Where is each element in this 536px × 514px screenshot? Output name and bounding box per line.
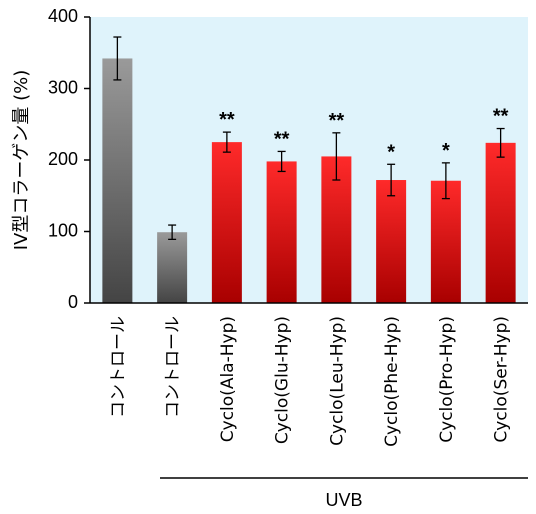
significance-2: ** xyxy=(219,109,235,131)
plot-area xyxy=(90,17,528,303)
bar-1 xyxy=(157,232,188,303)
category-label-4: Cyclo(Leu-Hyp) xyxy=(327,316,347,446)
significance-4: ** xyxy=(329,110,345,132)
bar-3 xyxy=(266,161,297,303)
y-tick-label-4: 400 xyxy=(48,6,78,26)
significance-3: ** xyxy=(274,128,290,150)
bar-2 xyxy=(211,142,242,303)
category-label-3: Cyclo(Glu-Hyp) xyxy=(273,316,293,444)
bar-7 xyxy=(485,142,516,303)
category-label-0: コントロール xyxy=(108,316,128,418)
category-label-1: コントロール xyxy=(163,316,183,418)
bar-6 xyxy=(430,180,461,303)
bar-0 xyxy=(102,58,133,303)
category-label-2: Cyclo(Ala-Hyp) xyxy=(218,316,238,442)
significance-6: * xyxy=(442,140,450,162)
category-label-5: Cyclo(Phe-Hyp) xyxy=(382,316,402,447)
bar-5 xyxy=(376,180,407,303)
y-axis-label: IV型コラーゲン量 (%) xyxy=(11,70,32,251)
category-label-7: Cyclo(Ser-Hyp) xyxy=(492,316,512,443)
y-tick-label-0: 0 xyxy=(68,292,78,312)
significance-5: * xyxy=(387,141,395,163)
y-tick-label-2: 200 xyxy=(48,149,78,169)
group-label: UVB xyxy=(325,490,362,510)
significance-7: ** xyxy=(493,106,509,128)
y-tick-label-3: 300 xyxy=(48,77,78,97)
bar-4 xyxy=(321,156,352,303)
y-tick-label-1: 100 xyxy=(48,220,78,240)
category-label-6: Cyclo(Pro-Hyp) xyxy=(437,316,457,443)
